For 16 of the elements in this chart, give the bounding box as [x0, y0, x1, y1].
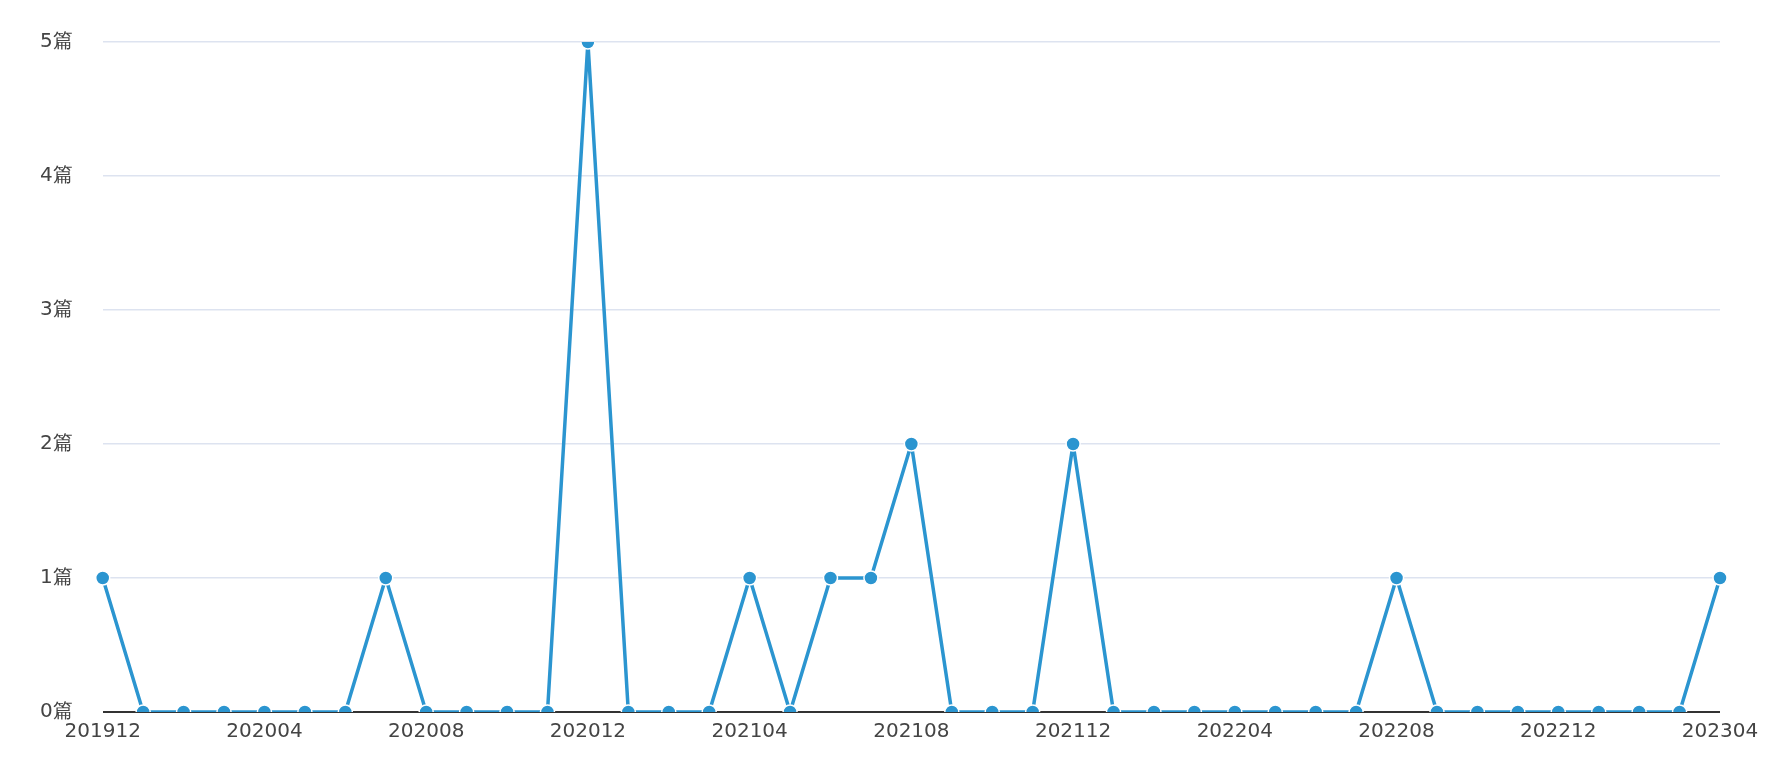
x-tick-label: 202108 — [873, 718, 950, 743]
x-tick-label: 202112 — [1034, 718, 1112, 743]
y-tick-label: 3篇 — [39, 296, 73, 321]
x-tick-label: 202208 — [1358, 718, 1435, 743]
x-tick-label: 202204 — [1196, 718, 1273, 743]
y-tick-label: 0篇 — [39, 698, 73, 723]
y-tick-label: 5篇 — [39, 28, 73, 53]
x-tick-label: 202004 — [226, 718, 303, 743]
y-tick-label: 1篇 — [39, 564, 73, 589]
x-tick-label: 202212 — [1520, 718, 1597, 743]
x-tick-label: 202008 — [388, 718, 465, 743]
x-tick-label: 202012 — [549, 718, 627, 743]
y-tick-label: 4篇 — [39, 162, 73, 187]
x-tick-label: 202104 — [711, 718, 788, 743]
x-tick-label: 202304 — [1681, 718, 1759, 743]
y-tick-label: 2篇 — [39, 430, 73, 455]
